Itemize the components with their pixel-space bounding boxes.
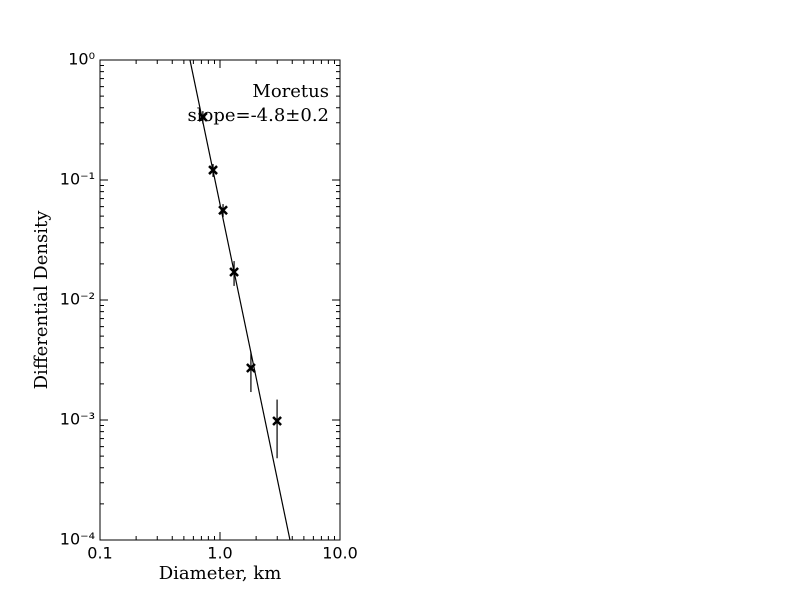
y-axis-label: Differential Density (31, 210, 52, 390)
plot-frame (99, 59, 341, 541)
marker (229, 267, 239, 277)
marker (272, 416, 282, 426)
marker (218, 205, 228, 216)
y-tick-label: 10⁻³ (60, 410, 95, 429)
marker (197, 112, 208, 122)
y-tick-label: 10⁻¹ (60, 170, 95, 189)
y-tick-label: 10⁻² (60, 290, 95, 309)
x-tick-label: 10.0 (322, 544, 358, 563)
fit-line (189, 59, 291, 541)
annotation: Moretus (252, 81, 329, 102)
y-tick-label: 10⁻⁴ (60, 530, 95, 549)
x-axis-label: Diameter, km (159, 563, 282, 584)
x-tick-label: 0.1 (87, 544, 112, 563)
marker (208, 165, 218, 175)
marker (246, 363, 256, 373)
y-tick-label: 10⁰ (68, 50, 95, 69)
x-tick-label: 1.0 (207, 544, 232, 563)
annotation: slope=-4.8±0.2 (187, 105, 329, 126)
